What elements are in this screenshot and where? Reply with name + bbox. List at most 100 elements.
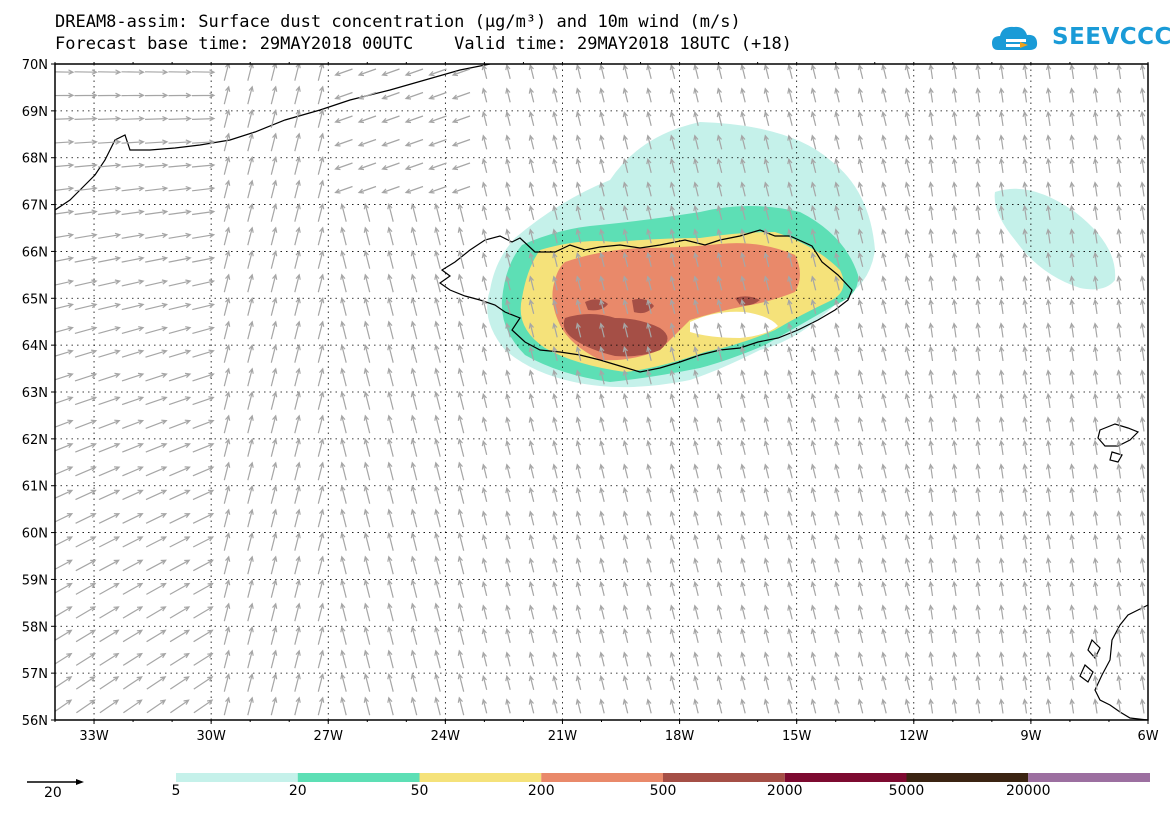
wind-arrow — [928, 157, 934, 173]
wind-arrow — [787, 345, 793, 361]
wind-arrow — [1045, 392, 1052, 408]
wind-arrow — [975, 557, 981, 573]
iceland-coastline — [438, 229, 853, 373]
wind-arrow — [716, 298, 723, 314]
wind-arrow — [975, 157, 981, 173]
wind-arrow — [55, 92, 75, 99]
wind-arrow — [740, 64, 746, 79]
wind-arrow — [146, 676, 167, 690]
wind-arrow — [168, 256, 192, 263]
wind-arrow — [223, 390, 231, 410]
wind-arrow — [1092, 181, 1099, 197]
wind-arrow — [505, 463, 511, 479]
wind-arrow — [294, 578, 301, 598]
wind-arrow — [1139, 510, 1146, 526]
wind-arrow — [810, 439, 817, 455]
wind-arrow — [528, 698, 535, 714]
wind-arrow — [223, 320, 231, 340]
wind-arrow — [1045, 157, 1052, 173]
wind-arrow — [975, 228, 981, 244]
wind-arrow — [834, 698, 840, 714]
wind-arrow — [975, 486, 981, 502]
wind-arrow — [575, 463, 582, 479]
wind-arrow — [669, 392, 676, 408]
dust-concentration-shading — [487, 122, 1116, 388]
wind-arrow — [505, 674, 511, 690]
wind-arrow — [1139, 674, 1146, 690]
logo-text: SEEVCCC — [1052, 24, 1172, 50]
wind-arrow — [857, 439, 864, 455]
wind-arrow — [193, 699, 214, 714]
wind-arrow — [247, 555, 254, 575]
colorbar-label: 200 — [527, 783, 555, 799]
wind-arrow — [1069, 486, 1075, 502]
wind-arrow — [363, 578, 371, 598]
wind-arrow — [168, 302, 192, 311]
wind-arrow — [223, 484, 231, 504]
wind-arrow — [1139, 416, 1146, 432]
wind-arrow — [928, 698, 934, 714]
wind-arrow — [168, 162, 192, 169]
wind-arrow — [881, 298, 887, 314]
wind-arrow — [575, 604, 582, 620]
wind-arrow — [975, 627, 981, 643]
wind-arrow — [904, 510, 911, 526]
wind-arrow — [121, 372, 145, 382]
wind-arrow — [75, 606, 97, 619]
wind-arrow — [622, 604, 629, 620]
wind-arrow — [575, 110, 582, 126]
wind-arrow — [144, 116, 169, 122]
wind-arrow — [575, 651, 582, 667]
wind-arrow — [98, 209, 122, 216]
wind-arrow — [740, 651, 746, 667]
wind-arrow — [1022, 110, 1028, 126]
wind-arrow — [340, 320, 347, 340]
wind-arrow — [787, 557, 793, 573]
wind-arrow — [1045, 251, 1052, 267]
wind-arrow — [857, 275, 864, 291]
wind-arrow — [340, 249, 347, 269]
colorbar-label: 20 — [288, 783, 307, 799]
wind-arrow — [97, 92, 122, 99]
wind-arrow — [121, 326, 145, 334]
wind-arrow — [317, 437, 325, 457]
wind-arrow — [55, 676, 73, 689]
wind-arrow — [1022, 698, 1028, 714]
wind-arrow — [646, 298, 652, 314]
wind-arrow — [1116, 533, 1122, 549]
wind-arrow — [763, 134, 770, 150]
wind-arrow — [270, 226, 278, 246]
wind-arrow — [528, 64, 535, 79]
wind-arrow — [528, 510, 535, 526]
wind-arrow — [646, 251, 652, 267]
wind-arrow — [740, 557, 746, 573]
wind-arrow — [98, 279, 122, 287]
wind-arrow — [528, 463, 535, 479]
wind-arrow — [1116, 275, 1122, 291]
wind-arrow — [74, 162, 98, 169]
wind-arrow — [646, 157, 652, 173]
wind-arrow — [575, 416, 582, 432]
wind-arrow — [387, 555, 394, 575]
wind-arrow — [904, 181, 911, 197]
wind-arrow — [622, 510, 629, 526]
wind-arrow — [716, 604, 723, 620]
wind-arrow — [481, 439, 488, 455]
wind-arrow — [763, 463, 770, 479]
wind-arrow — [951, 698, 958, 714]
wind-arrow — [223, 696, 231, 716]
wind-arrow — [622, 698, 629, 714]
wind-arrow — [387, 625, 394, 645]
wind-arrow — [334, 138, 353, 147]
wind-arrow — [168, 232, 192, 239]
wind-arrow — [575, 627, 582, 643]
wind-arrow — [74, 256, 98, 263]
wind-arrow — [434, 226, 441, 246]
wind-arrow — [1022, 580, 1028, 596]
wind-arrow — [599, 486, 605, 502]
wind-arrow — [622, 64, 629, 79]
wind-arrow — [528, 416, 535, 432]
wind-arrow — [1022, 322, 1028, 338]
wind-arrow — [669, 251, 676, 267]
wind-arrow — [622, 463, 629, 479]
